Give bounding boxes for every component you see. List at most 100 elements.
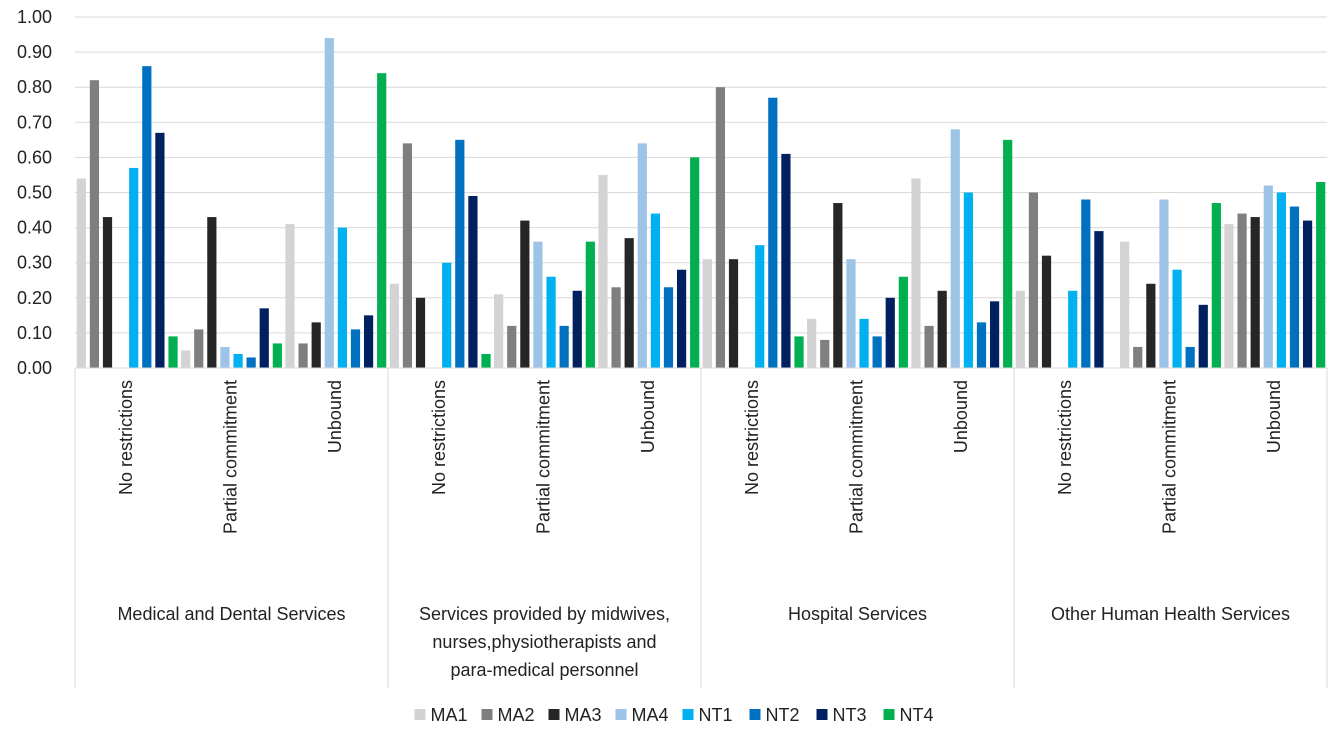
gridlines: [75, 16, 1327, 369]
group-label: nurses,physiotherapists and: [432, 632, 656, 652]
legend: MA1 MA2 MA3 MA4 NT1 NT2 NT3 NT4: [414, 705, 934, 725]
bar-nt3: [468, 196, 478, 368]
legend-swatch-nt4: [883, 709, 895, 720]
bar-ma1: [598, 174, 608, 368]
bar-ma1: [389, 283, 399, 368]
group-label: Other Human Health Services: [1051, 604, 1290, 624]
bar-ma3: [415, 297, 426, 368]
bar-ma1: [807, 318, 817, 368]
y-tick-label: 0.00: [17, 358, 52, 378]
bar-ma4: [637, 143, 647, 368]
bar-ma2: [298, 343, 308, 368]
bar-nt3: [1302, 220, 1313, 368]
bar-ma3: [728, 259, 739, 368]
bar-ma1: [1015, 290, 1025, 368]
category-label: No restrictions: [116, 380, 136, 495]
bar-nt1: [1068, 290, 1078, 368]
category-label: Unbound: [638, 380, 658, 453]
group-label: Medical and Dental Services: [117, 604, 345, 624]
bar-ma3: [833, 203, 843, 368]
bar-ma3: [520, 220, 530, 368]
bar-nt1: [963, 192, 973, 368]
bar-nt4: [794, 336, 804, 368]
bar-nt1: [337, 227, 347, 368]
y-tick-label: 0.50: [17, 183, 52, 203]
legend-swatch-nt1: [682, 709, 694, 720]
bar-nt2: [350, 329, 361, 368]
legend-label: MA2: [498, 705, 535, 725]
bar-nt3: [1198, 304, 1208, 368]
bar-ma1: [494, 294, 504, 368]
legend-label: NT4: [900, 705, 934, 725]
bar-nt4: [377, 73, 387, 368]
bar-nt2: [1081, 199, 1091, 368]
bar-ma2: [715, 87, 726, 368]
bar-ma2: [820, 339, 830, 368]
bar-ma4: [324, 38, 334, 369]
bar-ma3: [1146, 283, 1156, 368]
bar-ma4: [950, 129, 960, 368]
y-tick-label: 0.40: [17, 218, 52, 238]
bar-ma3: [937, 290, 947, 368]
bar-nt1: [233, 353, 243, 368]
legend-swatch-ma3: [548, 709, 560, 720]
bar-ma4: [1159, 199, 1169, 368]
bar-nt1: [650, 213, 660, 368]
bar-nt3: [989, 301, 1000, 368]
bar-nt3: [155, 132, 165, 368]
bars: [76, 38, 1326, 369]
category-label: Unbound: [325, 380, 345, 453]
category-label: Partial commitment: [1160, 380, 1180, 534]
bar-nt2: [768, 97, 778, 368]
bar-nt2: [1289, 206, 1300, 368]
bar-nt4: [898, 276, 908, 368]
legend-swatch-ma4: [615, 709, 627, 720]
bar-ma1: [911, 178, 921, 368]
bar-ma2: [924, 325, 934, 368]
bar-nt3: [572, 290, 582, 368]
y-tick-label: 0.20: [17, 288, 52, 308]
bar-nt4: [1211, 203, 1221, 368]
category-label: Unbound: [1264, 380, 1284, 453]
bar-ma2: [611, 287, 621, 368]
bar-nt3: [259, 308, 269, 368]
y-tick-label: 0.90: [17, 42, 52, 62]
bar-ma1: [702, 259, 712, 368]
bar-nt3: [1094, 231, 1104, 368]
bar-nt4: [585, 241, 595, 368]
bar-ma4: [533, 241, 543, 368]
bar-nt1: [859, 318, 869, 368]
bar-ma1: [181, 350, 191, 368]
bar-nt2: [1185, 346, 1195, 368]
y-tick-label: 0.80: [17, 77, 52, 97]
group-label: para-medical personnel: [450, 660, 638, 680]
bar-nt1: [1276, 192, 1286, 368]
bar-nt2: [246, 357, 256, 368]
bar-nt4: [481, 353, 491, 368]
bar-nt4: [168, 336, 178, 368]
legend-swatch-ma1: [414, 709, 426, 720]
y-tick-label: 0.70: [17, 112, 52, 132]
bar-ma3: [1041, 255, 1052, 368]
bar-ma3: [102, 217, 113, 368]
bar-nt2: [455, 139, 465, 368]
y-tick-label: 0.10: [17, 323, 52, 343]
bar-ma1: [285, 224, 295, 368]
category-label: No restrictions: [742, 380, 762, 495]
bar-ma1: [1224, 224, 1234, 368]
legend-label: NT3: [833, 705, 867, 725]
bar-nt3: [676, 269, 687, 368]
legend-label: NT1: [699, 705, 733, 725]
bar-ma3: [207, 217, 217, 368]
bar-nt2: [559, 325, 569, 368]
bar-ma2: [507, 325, 517, 368]
bar-ma3: [624, 238, 634, 368]
legend-label: MA4: [632, 705, 669, 725]
bar-ma4: [1263, 185, 1273, 368]
bar-ma2: [194, 329, 204, 368]
y-tick-label: 0.30: [17, 253, 52, 273]
legend-swatch-nt2: [749, 709, 761, 720]
bar-nt3: [885, 297, 895, 368]
bar-ma2: [1133, 346, 1143, 368]
